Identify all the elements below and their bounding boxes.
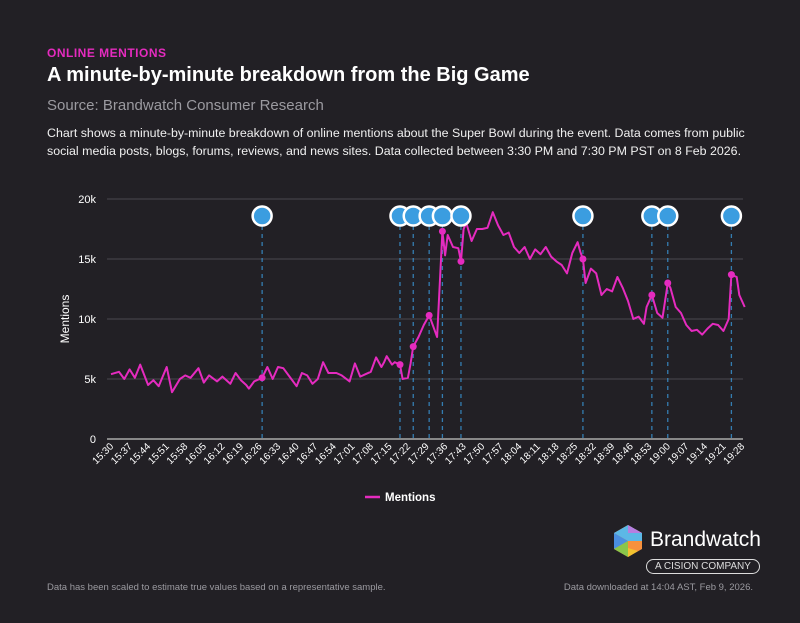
y-tick-label: 15k [78,254,96,266]
legend[interactable]: Mentions [365,492,435,504]
event-data-point[interactable] [425,311,433,319]
event-data-point[interactable] [457,257,465,265]
footer-downloaded: Data downloaded at 14:04 AST, Feb 9, 202… [563,582,753,593]
footer-note: Data has been scaled to estimate true va… [47,582,386,593]
y-tick-label: 20k [78,194,96,206]
chart-source: Source: Brandwatch Consumer Research [47,97,324,114]
event-data-point[interactable] [648,291,656,299]
brandwatch-logo: Brandwatch A CISION COMPANY [612,524,761,576]
x-tick-label: 19:28 [722,441,748,467]
logo-name: Brandwatch [650,528,761,551]
event-data-point[interactable] [258,374,266,382]
event-marker-circle[interactable] [657,205,679,227]
y-tick-label: 0 [90,434,96,446]
y-axis-label: Mentions [58,295,72,344]
y-tick-label: 10k [78,314,96,326]
event-marker-circle[interactable] [450,205,472,227]
event-data-point[interactable] [396,361,404,369]
legend-label-mentions: Mentions [385,492,435,504]
brandwatch-hexagon-icon [614,525,642,557]
x-tick-label: 18:04 [499,441,525,467]
chart-title: A minute-by-minute breakdown from the Bi… [47,64,530,86]
event-marker-circle[interactable] [431,205,454,227]
chart-description: Chart shows a minute-by-minute breakdown… [47,126,745,158]
event-data-point[interactable] [727,271,735,279]
event-data-point[interactable] [438,227,446,235]
logo-badge: A CISION COMPANY [646,559,760,574]
event-marker-circle[interactable] [720,205,743,227]
event-data-point[interactable] [664,279,672,287]
event-marker-circle[interactable] [251,205,273,227]
series-line-mentions [110,211,746,394]
chart-kicker: ONLINE MENTIONS [47,46,167,60]
event-data-point[interactable] [579,255,587,263]
y-tick-label: 5k [84,374,96,386]
event-marker-circle[interactable] [572,205,594,227]
event-data-point[interactable] [409,343,417,351]
